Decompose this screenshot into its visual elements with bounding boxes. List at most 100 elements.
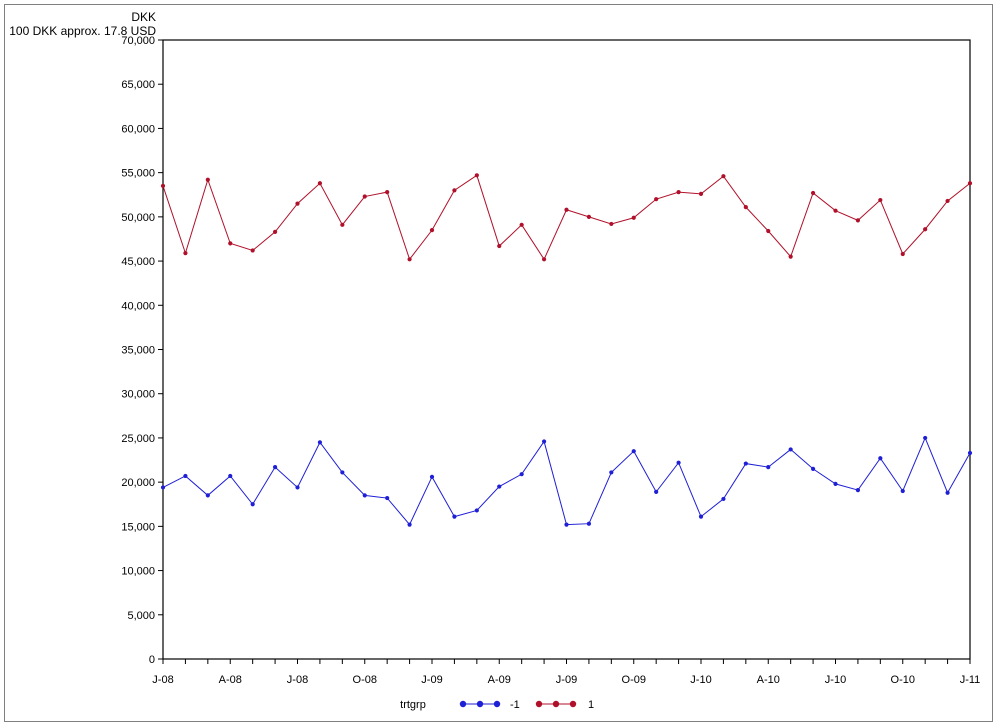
y-tick-label: 35,000 <box>121 345 155 357</box>
y-tick-label: 30,000 <box>121 389 155 401</box>
data-point <box>385 495 390 501</box>
legend-title: trtgrp <box>400 699 426 711</box>
y-tick-label: 0 <box>149 654 155 666</box>
data-point <box>497 243 502 249</box>
data-point <box>272 465 278 470</box>
x-tick-label: J-08 <box>152 674 173 686</box>
y-tick-label: 65,000 <box>121 79 155 91</box>
data-point <box>385 189 390 195</box>
data-point <box>429 474 435 479</box>
data-point <box>317 440 323 445</box>
data-point <box>788 447 793 452</box>
data-point <box>541 257 547 262</box>
x-tick-label: J-11 <box>960 674 981 686</box>
data-point <box>250 502 255 507</box>
data-point <box>654 489 659 494</box>
legend-swatch-marker <box>569 700 577 708</box>
data-point <box>609 221 614 227</box>
x-tick-label: O-08 <box>353 674 377 686</box>
data-point <box>923 227 928 232</box>
x-tick-label: J-10 <box>825 674 846 686</box>
legend-swatch-marker <box>476 700 484 708</box>
data-point <box>205 177 210 182</box>
y-tick-label: 40,000 <box>121 300 155 312</box>
data-point <box>519 222 524 227</box>
data-point <box>609 470 614 475</box>
y-tick-label: 60,000 <box>121 123 155 135</box>
x-tick-label: O-09 <box>622 674 646 686</box>
data-point <box>945 490 950 495</box>
data-point <box>452 188 457 193</box>
x-tick-label: O-10 <box>891 674 915 686</box>
data-point <box>810 190 816 196</box>
x-tick-label: J-09 <box>556 674 577 686</box>
y-tick-label: 70,000 <box>121 35 155 47</box>
data-point <box>228 473 233 479</box>
data-point <box>766 465 771 470</box>
data-point <box>631 215 636 220</box>
data-point <box>900 488 905 494</box>
data-point <box>586 214 592 219</box>
x-tick-label: J-09 <box>421 674 442 686</box>
data-point <box>833 208 838 213</box>
x-tick-label: A-10 <box>757 674 780 686</box>
y-axis-currency-note: 100 DKK approx. 17.8 USD <box>9 24 156 38</box>
y-axis-unit-label: DKK <box>131 10 156 24</box>
data-point <box>541 439 547 444</box>
data-point <box>743 205 748 210</box>
y-tick-label: 50,000 <box>121 212 155 224</box>
data-point <box>945 198 950 204</box>
data-point <box>295 485 300 490</box>
data-point <box>631 449 636 454</box>
data-point <box>340 222 345 227</box>
y-tick-label: 15,000 <box>121 521 155 533</box>
data-point <box>676 189 681 195</box>
chart-frame <box>4 4 993 722</box>
data-point <box>721 174 726 179</box>
y-tick-label: 10,000 <box>121 566 155 578</box>
data-point <box>429 228 435 233</box>
data-point <box>855 218 861 223</box>
series-line-plus-1 <box>162 174 971 261</box>
data-point <box>183 473 188 479</box>
data-point <box>788 254 793 259</box>
data-point <box>967 450 973 456</box>
data-point <box>586 521 592 526</box>
data-point <box>362 493 367 498</box>
data-point <box>474 173 479 178</box>
data-point <box>855 488 861 493</box>
data-point <box>228 241 233 246</box>
data-point <box>878 197 883 203</box>
data-point <box>497 484 502 489</box>
data-point <box>295 201 300 206</box>
data-point <box>654 197 659 202</box>
data-point <box>183 251 188 256</box>
data-point <box>160 183 166 189</box>
data-point <box>407 257 412 262</box>
data-point <box>272 229 278 234</box>
legend-swatch-marker <box>535 700 543 708</box>
data-point <box>810 466 816 471</box>
x-tick-label: J-10 <box>690 674 711 686</box>
data-point <box>519 472 524 477</box>
x-tick-label: J-08 <box>287 674 308 686</box>
data-point <box>900 251 905 257</box>
legend-entry-label: 1 <box>588 699 594 711</box>
data-point <box>878 456 883 461</box>
x-tick-label: A-09 <box>488 674 511 686</box>
y-tick-label: 5,000 <box>127 610 155 622</box>
data-point <box>721 496 726 502</box>
data-point <box>250 248 255 253</box>
legend-swatch-marker <box>552 700 560 708</box>
data-point <box>698 514 704 519</box>
legend-swatch-marker <box>459 700 467 708</box>
y-tick-label: 55,000 <box>121 168 155 180</box>
data-point <box>766 228 771 234</box>
data-point <box>564 522 569 527</box>
series-line-minus-1 <box>162 436 971 526</box>
data-point <box>340 470 345 475</box>
data-point <box>160 485 166 490</box>
data-point <box>362 194 367 199</box>
plot-area-border <box>162 39 971 660</box>
